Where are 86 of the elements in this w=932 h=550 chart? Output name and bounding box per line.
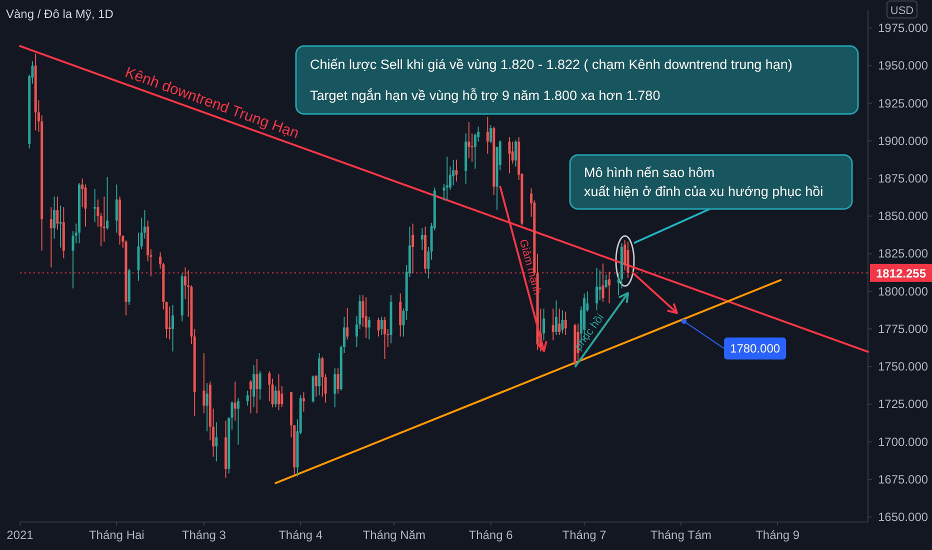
candlestick (280, 386, 284, 408)
ref-line-label: 1812.255 (876, 266, 926, 280)
y-tick-label: 1975.000 (878, 21, 928, 36)
candlestick (542, 308, 546, 341)
candlestick (278, 374, 280, 411)
candlestick (206, 382, 208, 432)
annotation: Chiến lược Sell khi giá về vùng 1.820 - 1.822 ( chạm Kênh downtrend trung hạn) (310, 57, 792, 72)
candlestick (608, 271, 610, 304)
y-tick-label: 1925.000 (878, 96, 928, 110)
candlestick (514, 140, 517, 167)
candlestick (552, 308, 554, 341)
candlestick (561, 310, 564, 334)
y-axis-title: USD (890, 5, 914, 17)
candlestick (626, 241, 630, 278)
candlestick (53, 196, 56, 240)
candlestick (234, 381, 236, 422)
candlestick (420, 228, 424, 250)
y-tick-label: 1725.000 (878, 397, 928, 412)
candlestick (558, 308, 561, 336)
candlestick (252, 364, 256, 408)
candlestick (598, 270, 602, 301)
candlestick (604, 274, 608, 289)
candlestick (249, 380, 252, 414)
candlestick (554, 300, 558, 336)
x-tick-label: Tháng Tám (650, 528, 712, 542)
annotation: Target ngắn hạn về vùng hỗ trợ 9 năm 1.800 xa hơn 1.780 (310, 88, 660, 103)
y-tick-label: 1700.000 (878, 434, 928, 449)
annotation: Mô hình nến sao hôm (584, 165, 715, 180)
candlestick (368, 316, 370, 340)
y-tick-label: 1775.000 (878, 322, 928, 336)
candlestick (564, 311, 567, 336)
y-tick-label: 1875.000 (878, 172, 928, 186)
candlestick (59, 205, 62, 248)
y-tick-label: 1950.000 (878, 58, 928, 73)
y-tick-label: 1850.000 (878, 209, 928, 224)
candlestick (490, 124, 492, 144)
candlestick (486, 116, 489, 154)
candlestick (399, 293, 402, 337)
candlestick (314, 375, 318, 398)
x-tick-label: Tháng Hai (88, 528, 144, 542)
annotation: xuất hiện ở đỉnh của xu hướng phục hồi (584, 184, 824, 199)
candlestick (412, 223, 414, 274)
y-tick-label: 1650.000 (878, 510, 928, 524)
candlestick (202, 352, 206, 414)
candlestick (364, 296, 368, 338)
candlestick (452, 159, 455, 186)
candlestick (106, 176, 109, 230)
candlestick (258, 370, 262, 400)
candlestick (256, 358, 258, 414)
candlestick (377, 317, 380, 337)
x-tick-label: 2021 (6, 528, 34, 542)
y-tick-label: 1750.000 (878, 360, 928, 374)
candlestick (346, 307, 349, 340)
candlestick (334, 368, 336, 408)
candlestick (215, 422, 218, 462)
annotation: Giảm mạnh (516, 238, 544, 296)
candlestick (168, 306, 171, 340)
candlestick (50, 206, 52, 268)
candlestick (302, 392, 305, 412)
x-tick-label: Tháng 6 (468, 528, 514, 542)
candlestick (115, 184, 118, 234)
candlestick (236, 398, 240, 446)
candlestick (380, 316, 383, 336)
candlestick (56, 196, 59, 230)
x-tick-label: Tháng 3 (182, 528, 226, 542)
candlestick (172, 304, 174, 352)
chart-title: Vàng / Đô la Mỹ, 1D (6, 7, 114, 21)
x-tick-label: Tháng 9 (756, 528, 800, 542)
candlestick (94, 188, 96, 223)
candlestick (470, 132, 474, 162)
annotation: 1780.000 (730, 341, 780, 356)
candlestick (455, 159, 458, 182)
y-tick-label: 1900.000 (878, 134, 928, 148)
candlestick (246, 390, 249, 406)
y-tick-label: 1825.000 (878, 246, 928, 261)
candlestick (508, 136, 511, 174)
y-tick-label: 1800.000 (878, 284, 928, 298)
candlestick (384, 316, 386, 360)
x-tick-label: Tháng 7 (562, 528, 607, 542)
y-tick-label: 1675.000 (878, 472, 928, 486)
x-tick-label: Tháng Năm (362, 528, 426, 542)
candlestick (274, 386, 277, 408)
candlestick (102, 196, 106, 242)
x-tick-label: Tháng 4 (278, 528, 323, 542)
candlestick (596, 268, 598, 311)
candlestick (468, 122, 470, 159)
